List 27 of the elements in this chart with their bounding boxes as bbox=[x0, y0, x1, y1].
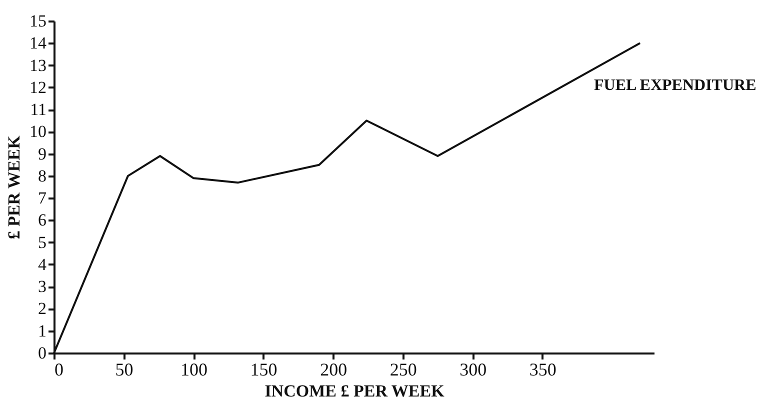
x-axis-title: INCOME £ PER WEEK bbox=[264, 382, 446, 400]
y-tick-label: 0 bbox=[38, 344, 46, 362]
y-tick-label: 6 bbox=[38, 210, 46, 230]
x-tick-label: 200 bbox=[320, 360, 348, 380]
y-tick-label: 3 bbox=[38, 277, 46, 296]
y-tick-label: 7 bbox=[38, 188, 47, 208]
y-tick-label: 2 bbox=[38, 299, 46, 318]
y-tick-label: 9 bbox=[38, 144, 46, 164]
y-tick-label: 10 bbox=[30, 122, 46, 142]
x-tick-label: 0 bbox=[54, 360, 64, 380]
y-tick-label: 4 bbox=[38, 254, 47, 274]
y-tick-label: 13 bbox=[30, 56, 46, 75]
x-tick-label: 50 bbox=[115, 360, 134, 380]
y-tick-label: 15 bbox=[30, 12, 46, 30]
x-tick-label: 350 bbox=[529, 360, 556, 380]
annotation: FUEL EXPENDITURE bbox=[594, 77, 756, 94]
y-tick-label: 1 bbox=[38, 321, 46, 340]
y-tick-label: 8 bbox=[38, 166, 46, 186]
y-tick-label: 14 bbox=[30, 34, 47, 53]
x-tick-label: 100 bbox=[180, 360, 208, 380]
x-tick-label: 150 bbox=[250, 360, 278, 380]
y-tick-label: 11 bbox=[30, 100, 46, 120]
y-tick-label: 5 bbox=[38, 232, 46, 252]
y-axis-title: £ PER WEEK bbox=[4, 134, 24, 240]
x-tick-label: 300 bbox=[460, 360, 487, 380]
x-tick-label: 250 bbox=[390, 360, 417, 380]
y-tick-label: 12 bbox=[30, 78, 46, 97]
